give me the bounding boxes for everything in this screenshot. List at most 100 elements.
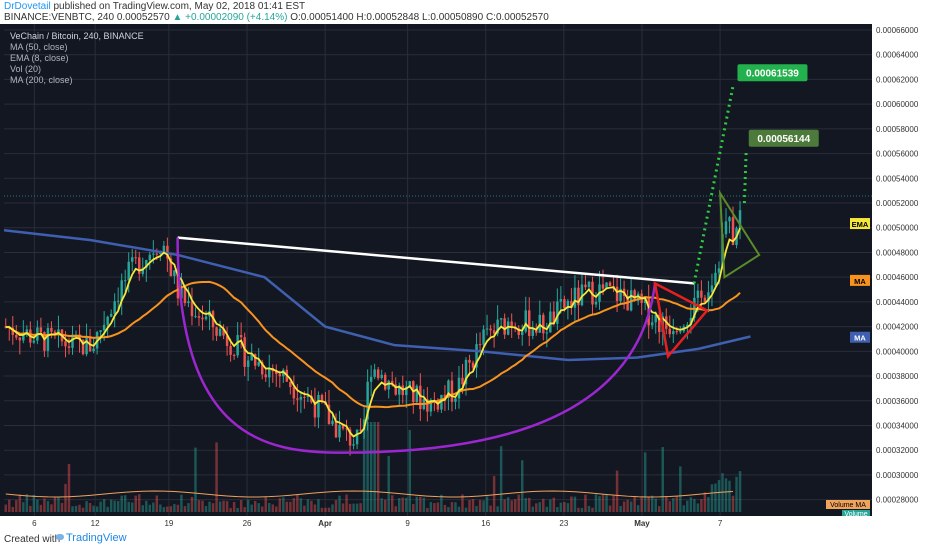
volume-bar: [320, 507, 324, 512]
author-link[interactable]: DrDovetail: [4, 1, 51, 12]
volume-bar: [345, 494, 348, 512]
target-1-box: [737, 64, 808, 82]
volume-bar: [566, 503, 570, 512]
volume-bar: [53, 497, 57, 512]
candle-body: [549, 311, 552, 333]
candle-body: [556, 301, 559, 324]
volume-bar: [39, 504, 43, 512]
volume-bar: [67, 463, 71, 512]
volume-bar: [64, 483, 67, 512]
candle-body: [700, 290, 703, 298]
volume-bar: [542, 498, 545, 512]
candle-body: [580, 284, 584, 306]
candle-body: [278, 374, 282, 377]
axis-tag: [850, 331, 870, 343]
candle-body: [552, 311, 556, 324]
candle-body: [134, 257, 137, 259]
volume-bar: [387, 456, 390, 512]
change-text: +0.00002090 (+4.14%): [185, 12, 288, 23]
time-axis-background: [0, 516, 872, 530]
tradingview-brand[interactable]: TradingView: [66, 532, 127, 544]
price-chart[interactable]: 0.00061539 0.00056144 0.00066000 0.0006400…: [0, 24, 932, 530]
volume-bar: [703, 492, 707, 512]
candle-body: [429, 399, 433, 412]
candle-body: [566, 300, 570, 309]
time-tick-label: May: [634, 519, 650, 528]
volume-bar: [78, 504, 81, 512]
time-tick-label: 26: [243, 519, 252, 528]
candle-body: [109, 313, 113, 317]
volume-bar: [95, 506, 99, 512]
axis-tag: [850, 274, 870, 286]
legend-item-ema8: EMA (8, close): [10, 53, 69, 63]
candle-body: [81, 339, 85, 355]
volume-bar: [405, 497, 408, 512]
chart-area[interactable]: 0.00061539 0.00056144 0.00066000 0.0006400…: [0, 24, 932, 530]
volume-bar: [471, 499, 475, 512]
candle-body: [289, 381, 292, 388]
volume-ma-tag-label: Volume MA: [830, 502, 866, 509]
volume-bar: [229, 507, 232, 512]
candle-body: [605, 282, 608, 289]
time-tick-label: 6: [32, 519, 37, 528]
volume-bar: [60, 502, 64, 512]
grid-lines: [4, 24, 872, 516]
volume-bar: [570, 496, 573, 512]
neckline-trendline: [177, 236, 695, 285]
price-tick-label: 0.00030000: [876, 471, 919, 480]
candle-body: [127, 261, 130, 281]
candle-body: [668, 328, 672, 335]
volume-bar: [693, 498, 696, 512]
volume-bar: [622, 501, 626, 512]
volume-bar: [152, 502, 155, 512]
legend-item-vol: Vol (20): [10, 64, 41, 74]
volume-bar: [211, 503, 215, 512]
candle-body: [102, 324, 106, 331]
volume-bar: [390, 495, 394, 512]
volume-bar: [204, 506, 208, 512]
candle-body: [348, 429, 352, 446]
candle-body: [457, 377, 461, 399]
volume-bar: [643, 452, 647, 512]
volume-bar: [50, 504, 53, 512]
candle-body: [563, 299, 566, 309]
volume-bar: [32, 495, 36, 512]
candle-body: [390, 380, 394, 385]
price-tick-label: 0.00038000: [876, 372, 919, 381]
candle-body: [352, 444, 355, 446]
candle-body: [619, 288, 622, 302]
price-tick-label: 0.00042000: [876, 323, 919, 332]
volume-bar: [464, 507, 468, 512]
pennant-triangle: [718, 189, 761, 279]
price-tick-label: 0.00058000: [876, 125, 919, 134]
volume-bar: [194, 447, 197, 512]
volume-bar: [289, 501, 292, 512]
price-tick-label: 0.00032000: [876, 446, 919, 455]
ma50-line: [5, 280, 741, 409]
volume-bar: [587, 505, 591, 512]
candle-body: [313, 402, 317, 418]
candle-body: [447, 380, 450, 398]
volume-bar: [215, 442, 218, 512]
candle-body: [268, 367, 271, 378]
volume-bar: [176, 504, 180, 512]
cup-arc: [176, 237, 657, 454]
volume-bar: [43, 498, 46, 512]
candle-body: [176, 270, 180, 299]
volume-bar: [292, 498, 296, 512]
volume-bar: [4, 504, 7, 512]
volume-bar: [123, 495, 127, 512]
volume-bar: [577, 507, 580, 512]
candle-body: [194, 316, 197, 318]
volume-bar: [528, 497, 531, 512]
volume-bar: [485, 496, 489, 512]
candle-body: [187, 301, 190, 304]
volume-bar: [282, 497, 285, 512]
volume-bar: [506, 497, 510, 512]
price-tick-label: 0.00050000: [876, 224, 919, 233]
volume-bar: [81, 507, 85, 512]
candle-body: [461, 377, 464, 385]
volume-bar: [218, 501, 222, 512]
candle-body: [369, 376, 373, 382]
candle-body: [710, 285, 714, 293]
